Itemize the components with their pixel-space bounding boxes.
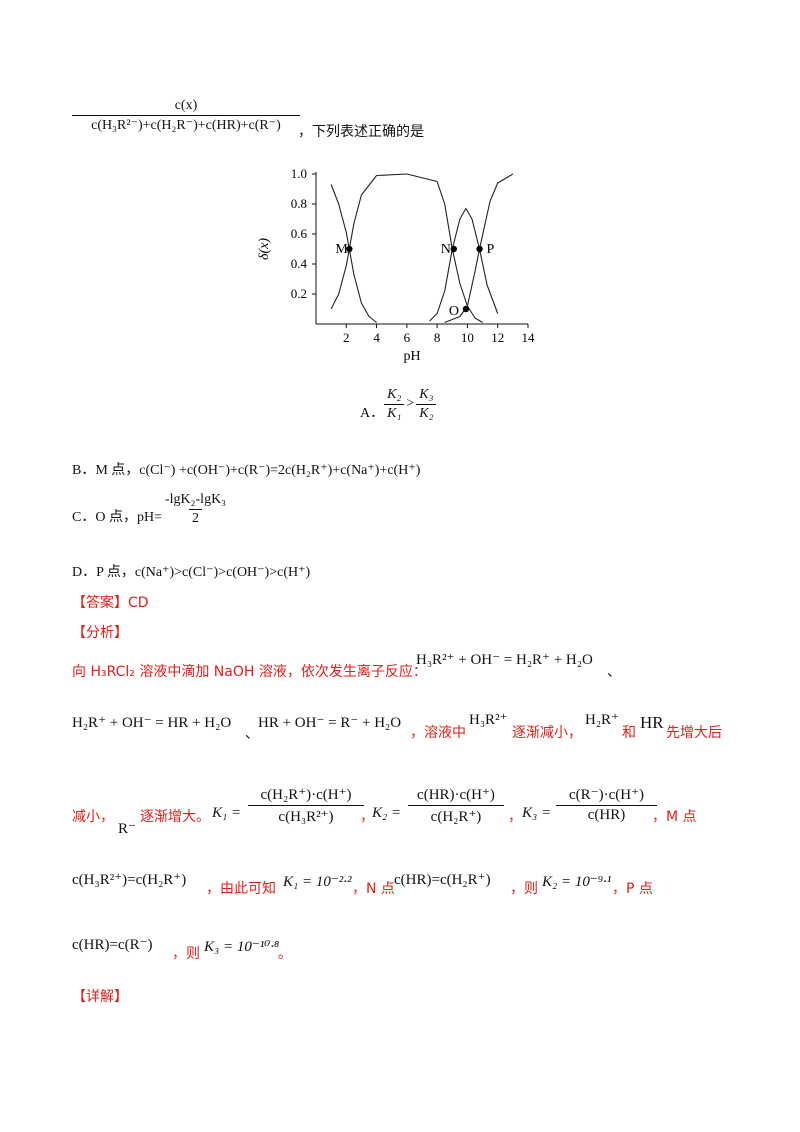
option-c: C．O 点，pH= -lgK₂-lgK₃ 2: [72, 492, 229, 527]
point-label-p: P: [487, 242, 495, 257]
analysis-line3-species: R⁻: [118, 821, 136, 837]
option-a-k2: K₂: [387, 386, 402, 402]
k2-denominator: c(H₂R⁺): [408, 805, 504, 826]
analysis-line2-sep: 、: [245, 727, 259, 742]
k2-numerator: c(HR)·c(H⁺): [417, 787, 495, 803]
analysis-line4-text4: ，P 点: [612, 881, 653, 897]
analysis-line4-k2: K₂ = 10⁻⁹·¹: [542, 874, 612, 890]
analysis-line2-species1: H₃R²⁺: [469, 712, 508, 728]
k3-lhs: K₃ =: [522, 805, 552, 821]
analysis-tag: 【分析】: [72, 625, 128, 641]
analysis-line5-end: 。: [278, 947, 292, 962]
x-tick-label: 2: [343, 330, 350, 345]
analysis-line2-eq1: H₂R⁺ + OH⁻ = HR + H₂O: [72, 715, 232, 731]
option-c-numerator: -lgK₂-lgK₃: [164, 492, 227, 507]
y-tick-label: 0.8: [291, 196, 307, 211]
analysis-line2-species3: HR: [640, 713, 664, 732]
analysis-line2-text1: ，溶液中: [410, 725, 466, 741]
option-c-label: C．O 点，pH=: [72, 509, 162, 525]
series-4-line: [444, 173, 514, 324]
k1-numerator: c(H₂R⁺)·c(H⁺): [260, 787, 352, 803]
series-1-line: [330, 184, 377, 323]
option-c-fraction: -lgK₂-lgK₃ 2: [162, 492, 229, 527]
analysis-line1-text: 向 H₃RCl₂ 溶液中滴加 NaOH 溶液，依次发生离子反应：: [72, 664, 427, 680]
k1-lhs: K₁ =: [212, 805, 242, 821]
y-axis-label: δ(x): [257, 238, 272, 260]
analysis-line3-text2: 逐渐增大。: [140, 809, 210, 825]
x-tick-label: 4: [373, 330, 380, 345]
analysis-line3-text1: 减小，: [72, 809, 114, 825]
series-2-line: [330, 173, 483, 323]
x-axis-label: pH: [403, 349, 420, 364]
k1-denominator: c(H₃R²⁺): [248, 805, 364, 826]
analysis-line4-text3: ，则: [510, 881, 538, 897]
header-question-tail: ，下列表述正确的是: [298, 124, 424, 140]
analysis-line4-text1: ，由此可知: [206, 881, 276, 897]
analysis-line4-text2: ，N 点: [352, 881, 395, 897]
series-3-line: [429, 207, 499, 322]
k2-fraction: c(HR)·c(H⁺) c(H₂R⁺): [408, 785, 504, 826]
x-tick-label: 6: [404, 330, 411, 345]
header-fraction-denominator: c(H₃R²⁻)+c(H₂R⁻)+c(HR)+c(R⁻): [72, 115, 300, 134]
point-p: [476, 245, 483, 253]
k3-comma: ，: [652, 809, 666, 825]
analysis-line5-k3: K₃ = 10⁻¹⁰·⁸: [204, 939, 280, 955]
k1-fraction: c(H₂R⁺)·c(H⁺) c(H₃R²⁺): [248, 785, 364, 826]
option-a-label: A．: [360, 406, 385, 421]
answer-tag: 【答案】: [72, 595, 128, 611]
point-n: [450, 245, 457, 253]
analysis-line4-eq2: c(HR)=c(H₂R⁺): [394, 872, 491, 888]
distribution-chart: 2 4 6 8 10 12 14 0.2 0.4 0.6 0.8 1.0 pH δ(x) M N P O: [257, 166, 536, 364]
y-tick-label: 1.0: [291, 166, 307, 181]
header-fraction-numerator: c(x): [174, 98, 198, 113]
analysis-line4-k1: K₁ = 10⁻²·²: [283, 874, 352, 890]
x-tick-label: 10: [461, 330, 474, 345]
option-a-gt: >: [406, 396, 415, 411]
analysis-line2-text2: 逐渐减小，: [512, 725, 582, 741]
analysis-line1-sep: 、: [607, 665, 621, 680]
option-a-k1: K₁: [384, 403, 405, 422]
y-tick-label: 0.4: [291, 256, 308, 271]
point-label-o: O: [449, 304, 459, 319]
option-a-right-fraction: K₃ K₂: [416, 386, 437, 422]
option-a-k2b: K₂: [416, 403, 437, 422]
option-a-left-fraction: K₂ K₁: [384, 386, 405, 422]
analysis-line1-equation: H₃R²⁺ + OH⁻ = H₂R⁺ + H₂O: [416, 652, 593, 668]
x-tick-label: 8: [434, 330, 441, 345]
k1-comma: ，: [360, 810, 374, 825]
analysis-line2-text4: 先增大后: [666, 725, 722, 741]
x-tick-label: 14: [522, 330, 536, 345]
answer-value: CD: [128, 595, 149, 611]
k3-fraction: c(R⁻)·c(H⁺) c(HR): [556, 785, 657, 824]
point-label-n: N: [441, 242, 451, 257]
analysis-line5-text1: ，则: [172, 946, 200, 962]
y-tick-label: 0.6: [291, 226, 308, 241]
point-m: [346, 245, 353, 253]
analysis-line2-species2: H₂R⁺: [585, 712, 619, 728]
option-b: B．M 点，c(Cl⁻) +c(OH⁻)+c(R⁻)=2c(H₂R⁺)+c(Na…: [72, 463, 421, 478]
analysis-m-point: ，M 点: [652, 806, 697, 826]
analysis-line4-eq1: c(H₃R²⁺)=c(H₂R⁺): [72, 872, 187, 888]
k3-denominator: c(HR): [556, 805, 657, 824]
option-d: D．P 点，c(Na⁺)>c(Cl⁻)>c(OH⁻)>c(H⁺): [72, 565, 311, 580]
analysis-line2-eq2: HR + OH⁻ = R⁻ + H₂O: [258, 715, 402, 731]
option-c-denominator: 2: [189, 509, 203, 527]
point-o: [462, 305, 470, 313]
k3-numerator: c(R⁻)·c(H⁺): [569, 787, 644, 803]
detail-tag: 【详解】: [72, 989, 128, 1005]
option-a-k3: K₃: [419, 386, 434, 402]
analysis-line2-text3: 和: [622, 725, 636, 741]
point-label-m: M: [335, 242, 348, 257]
k2-lhs: K₂ =: [372, 805, 402, 821]
k2-comma: ，: [508, 810, 522, 825]
answer-line: 【答案】CD: [72, 592, 149, 612]
option-a: A． K₂ K₁ > K₃ K₂: [360, 386, 437, 422]
x-tick-label: 12: [491, 330, 504, 345]
analysis-line5-eq: c(HR)=c(R⁻): [72, 937, 153, 953]
y-tick-label: 0.2: [291, 286, 307, 301]
header-fraction: c(x) c(H₃R²⁻)+c(H₂R⁻)+c(HR)+c(R⁻): [72, 98, 300, 134]
m-point-label: M 点: [666, 809, 697, 825]
